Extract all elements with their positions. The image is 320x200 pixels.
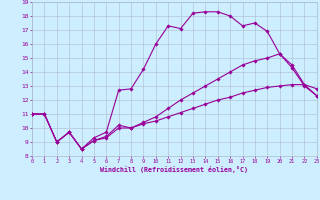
X-axis label: Windchill (Refroidissement éolien,°C): Windchill (Refroidissement éolien,°C) xyxy=(100,166,248,173)
